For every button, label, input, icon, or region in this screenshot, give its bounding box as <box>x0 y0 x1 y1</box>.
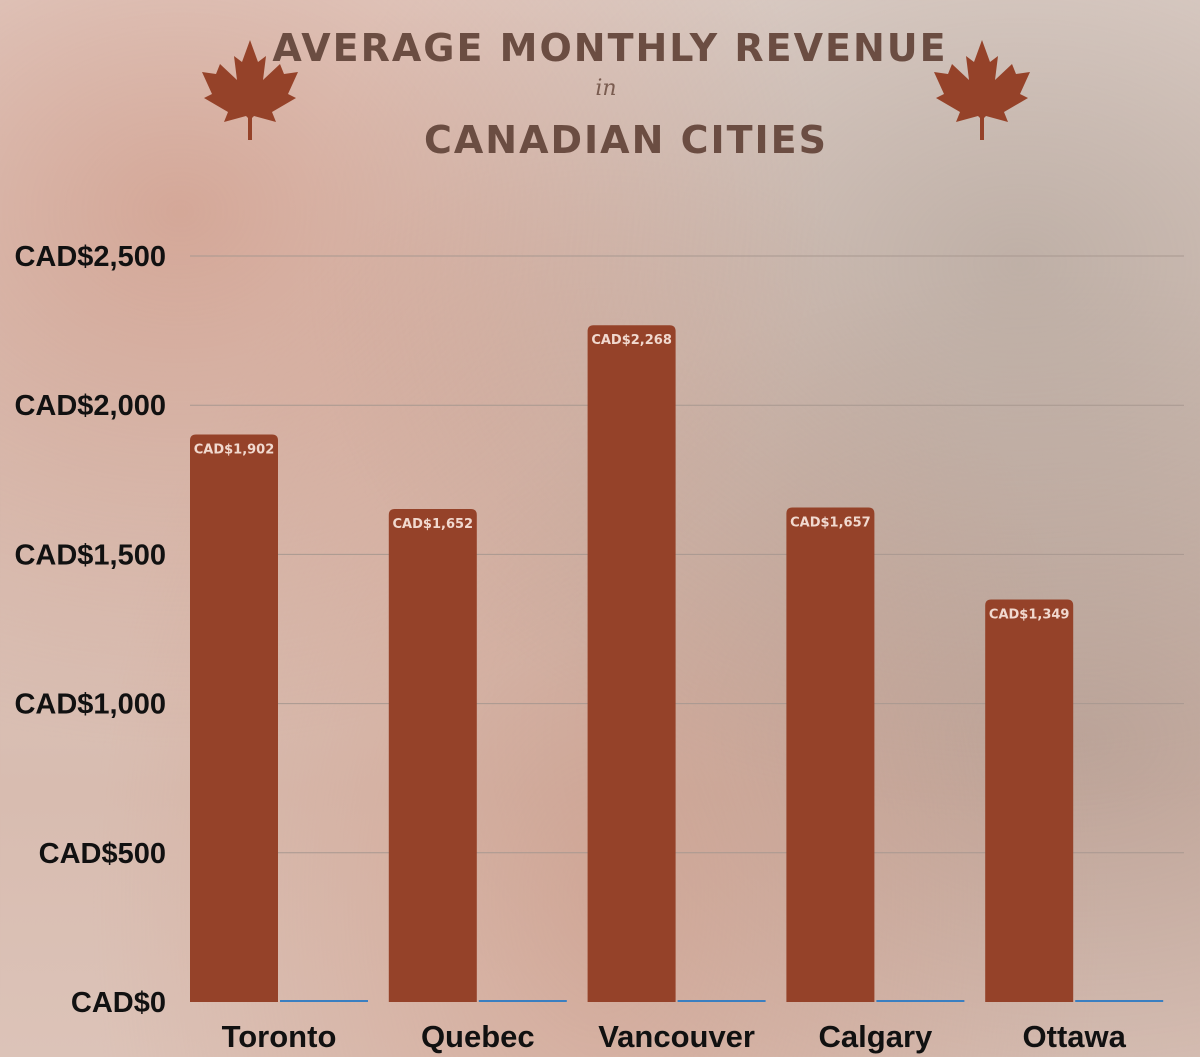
data-label: CAD$1,652 <box>393 517 474 532</box>
bar-secondary <box>677 1000 766 1002</box>
y-tick-label: CAD$2,500 <box>14 241 166 273</box>
y-tick-label: CAD$2,000 <box>14 390 166 422</box>
y-tick-label: CAD$0 <box>71 987 166 1019</box>
data-label: CAD$1,902 <box>194 442 275 457</box>
title-connector: in <box>595 76 617 101</box>
bar <box>388 509 477 1002</box>
maple-leaf-icon <box>934 40 1030 140</box>
bar-secondary <box>1075 1000 1164 1002</box>
bar <box>985 599 1074 1002</box>
bar-secondary <box>280 1000 368 1002</box>
title-line-2: CANADIAN CITIES <box>423 118 829 162</box>
maple-leaf-icon <box>202 40 298 140</box>
data-label: CAD$1,657 <box>790 516 871 531</box>
data-label: CAD$2,268 <box>591 333 672 348</box>
bar <box>190 434 278 1002</box>
y-tick-label: CAD$1,000 <box>14 689 166 721</box>
x-tick-label: Vancouver <box>598 1019 755 1054</box>
title-line-1: AVERAGE MONTHLY REVENUE <box>272 26 948 70</box>
x-tick-label: Toronto <box>222 1019 337 1054</box>
bar-secondary <box>478 1000 567 1002</box>
data-label: CAD$1,349 <box>989 607 1070 622</box>
x-tick-label: Quebec <box>421 1019 535 1054</box>
bar-secondary <box>876 1000 965 1002</box>
chart-title: AVERAGE MONTHLY REVENUE in CANADIAN CITI… <box>0 0 1200 180</box>
y-tick-label: CAD$1,500 <box>14 539 166 571</box>
x-tick-label: Calgary <box>819 1019 933 1054</box>
y-tick-label: CAD$500 <box>39 838 166 870</box>
bar <box>786 507 875 1002</box>
bar <box>587 325 676 1003</box>
x-tick-label: Ottawa <box>1023 1019 1127 1054</box>
